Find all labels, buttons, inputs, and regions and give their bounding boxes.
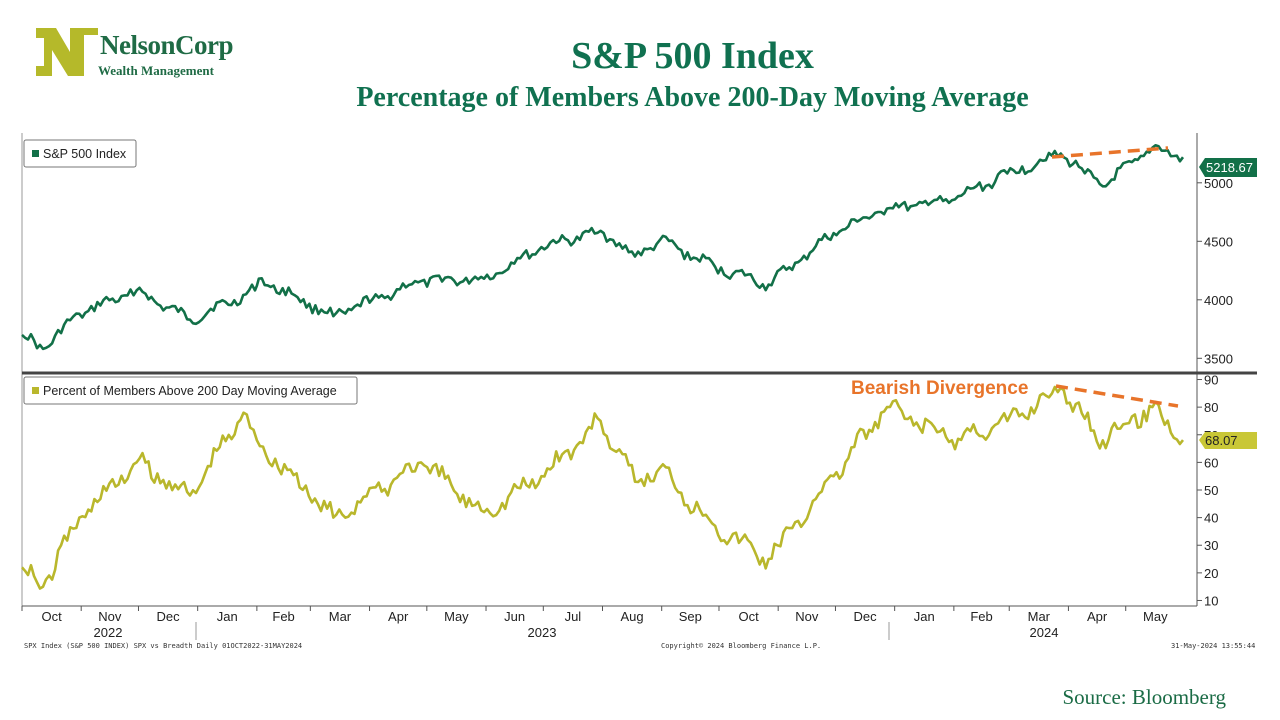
y-tick-label: 4000 [1204,293,1233,308]
x-year-label: 2022 [94,625,123,640]
x-tick-label: Sep [679,609,702,624]
spx-legend: S&P 500 Index [23,139,137,168]
breadth-last-value: 68.07 [1205,433,1238,448]
x-tick-label: Mar [1028,609,1051,624]
x-tick-label: Oct [41,609,62,624]
y-tick-label: 10 [1204,593,1218,608]
bearish-divergence-label: Bearish Divergence [851,378,1028,399]
y-tick-label: 90 [1204,373,1218,388]
x-tick-label: Jul [565,609,582,624]
nelsoncorp-logo: NelsonCorp Wealth Management [34,26,244,84]
x-tick-label: May [444,609,469,624]
y-tick-label: 60 [1204,455,1218,470]
x-tick-label: Apr [1087,609,1108,624]
x-tick-label: May [1143,609,1168,624]
breadth-legend-label: Percent of Members Above 200 Day Moving … [43,384,337,398]
x-year-label: 2023 [528,625,557,640]
spx-last-value: 5218.67 [1206,160,1253,175]
breadth-legend: Percent of Members Above 200 Day Moving … [23,376,358,405]
breadth-last-value-tag: 68.07 [1199,432,1257,449]
x-axis: Oct Nov Dec Jan Feb Mar Apr May Jun Jul Aug Sep Oct N… [21,606,1168,640]
x-tick-label: Dec [157,609,181,624]
y-tick-label: 20 [1204,566,1218,581]
logo-n-mark-icon [36,28,98,76]
x-tick-label: Feb [970,609,992,624]
x-tick-label: Feb [272,609,294,624]
y-tick-label: 40 [1204,511,1218,526]
x-tick-label: Nov [98,609,122,624]
x-tick-label: Oct [738,609,759,624]
x-year-label: 2024 [1030,625,1059,640]
spx-y-axis: 3500 4000 4500 5000 [1197,176,1233,366]
y-tick-label: 5000 [1204,176,1233,191]
chart-subtitle: Percentage of Members Above 200-Day Movi… [356,82,1029,113]
source-credit: Source: Bloomberg [1062,685,1226,709]
spx-divergence-trendline [1051,146,1169,159]
footer-timestamp: 31-May-2024 13:55:44 [1171,642,1255,650]
x-tick-label: Nov [795,609,819,624]
spx-series-line [21,144,1185,351]
x-tick-label: Dec [853,609,877,624]
breadth-y-axis: 102030405060708090 [1197,373,1218,608]
x-tick-label: Jun [504,609,525,624]
x-tick-label: Jan [217,609,238,624]
y-tick-label: 80 [1204,400,1218,415]
chart-title: S&P 500 Index [571,35,814,77]
y-tick-label: 50 [1204,483,1218,498]
y-tick-label: 30 [1204,538,1218,553]
x-tick-label: Aug [621,609,644,624]
spx-last-value-tag: 5218.67 [1199,158,1257,177]
logo-subtitle: Wealth Management [98,63,214,78]
y-tick-label: 4500 [1204,234,1233,249]
breadth-series-line [21,385,1185,590]
x-tick-label: Jan [914,609,935,624]
y-tick-label: 3500 [1204,351,1233,366]
plot-frame [21,133,1257,607]
footer-copyright: Copyright© 2024 Bloomberg Finance L.P. [661,642,821,650]
logo-name: NelsonCorp [100,30,234,60]
breadth-divergence-trendline [1055,384,1179,408]
x-tick-label: Apr [388,609,409,624]
footer-left: SPX Index (S&P 500 INDEX) SPX vs Breadth… [24,642,302,650]
x-tick-label: Mar [329,609,352,624]
spx-legend-label: S&P 500 Index [43,147,127,161]
